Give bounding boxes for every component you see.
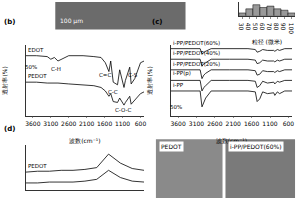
svg-text:2600: 2600 bbox=[207, 120, 222, 127]
svg-text:3600: 3600 bbox=[25, 120, 40, 127]
svg-text:i-PP(p): i-PP(p) bbox=[173, 70, 191, 77]
svg-text:100 μm: 100 μm bbox=[60, 17, 83, 25]
svg-text:60: 60 bbox=[259, 23, 266, 31]
svg-text:EDOT: EDOT bbox=[28, 47, 44, 53]
svg-text:C-H: C-H bbox=[51, 66, 61, 72]
svg-text:50%: 50% bbox=[25, 64, 37, 70]
svg-text:1600: 1600 bbox=[244, 120, 259, 127]
svg-text:100: 100 bbox=[288, 23, 295, 35]
svg-text:i-PP: i-PP bbox=[173, 82, 184, 88]
svg-text:i-PP/PEDOT(20%): i-PP/PEDOT(20%) bbox=[173, 61, 220, 67]
svg-text:C-S: C-S bbox=[128, 72, 138, 78]
svg-text:50%: 50% bbox=[170, 104, 182, 110]
svg-text:90: 90 bbox=[280, 23, 287, 31]
svg-text:80: 80 bbox=[273, 23, 280, 31]
svg-text:1100: 1100 bbox=[115, 120, 130, 127]
svg-text:(c): (c) bbox=[152, 18, 163, 26]
svg-text:40: 40 bbox=[245, 23, 252, 31]
svg-text:70: 70 bbox=[266, 23, 273, 31]
svg-text:1600: 1600 bbox=[97, 120, 112, 127]
svg-text:i-PP/PEDOT(60%): i-PP/PEDOT(60%) bbox=[230, 143, 282, 150]
svg-text:波数(cm⁻¹): 波数(cm⁻¹) bbox=[216, 137, 247, 144]
svg-text:(b): (b) bbox=[4, 18, 15, 26]
svg-text:600: 600 bbox=[135, 120, 147, 127]
svg-text:3100: 3100 bbox=[189, 120, 204, 127]
svg-text:PEDOT: PEDOT bbox=[28, 163, 47, 169]
svg-text:C-C: C-C bbox=[108, 89, 118, 95]
svg-text:2600: 2600 bbox=[61, 120, 76, 127]
svg-text:2100: 2100 bbox=[79, 120, 94, 127]
svg-text:(d): (d) bbox=[4, 125, 15, 133]
svg-text:C-O-C: C-O-C bbox=[115, 107, 131, 113]
svg-text:1100: 1100 bbox=[262, 120, 277, 127]
svg-text:50: 50 bbox=[252, 23, 259, 31]
svg-text:3100: 3100 bbox=[43, 120, 58, 127]
svg-text:PEDOT: PEDOT bbox=[161, 143, 182, 150]
svg-text:3600: 3600 bbox=[170, 120, 185, 127]
svg-text:i-PP/PEDOT(60%): i-PP/PEDOT(60%) bbox=[173, 40, 220, 46]
svg-text:粒径 (微米): 粒径 (微米) bbox=[252, 38, 283, 45]
svg-text:2100: 2100 bbox=[226, 120, 241, 127]
svg-text:透射率(%): 透射率(%) bbox=[146, 66, 153, 94]
svg-text:600: 600 bbox=[283, 120, 295, 127]
svg-text:i-PP/PEDOT(40%): i-PP/PEDOT(40%) bbox=[173, 50, 220, 56]
svg-text:透射率(%): 透射率(%) bbox=[1, 66, 8, 94]
svg-text:PEDOT: PEDOT bbox=[28, 73, 47, 79]
svg-text:波数(cm⁻¹): 波数(cm⁻¹) bbox=[69, 137, 100, 144]
svg-text:C=C: C=C bbox=[99, 72, 111, 78]
svg-text:30: 30 bbox=[238, 23, 245, 31]
